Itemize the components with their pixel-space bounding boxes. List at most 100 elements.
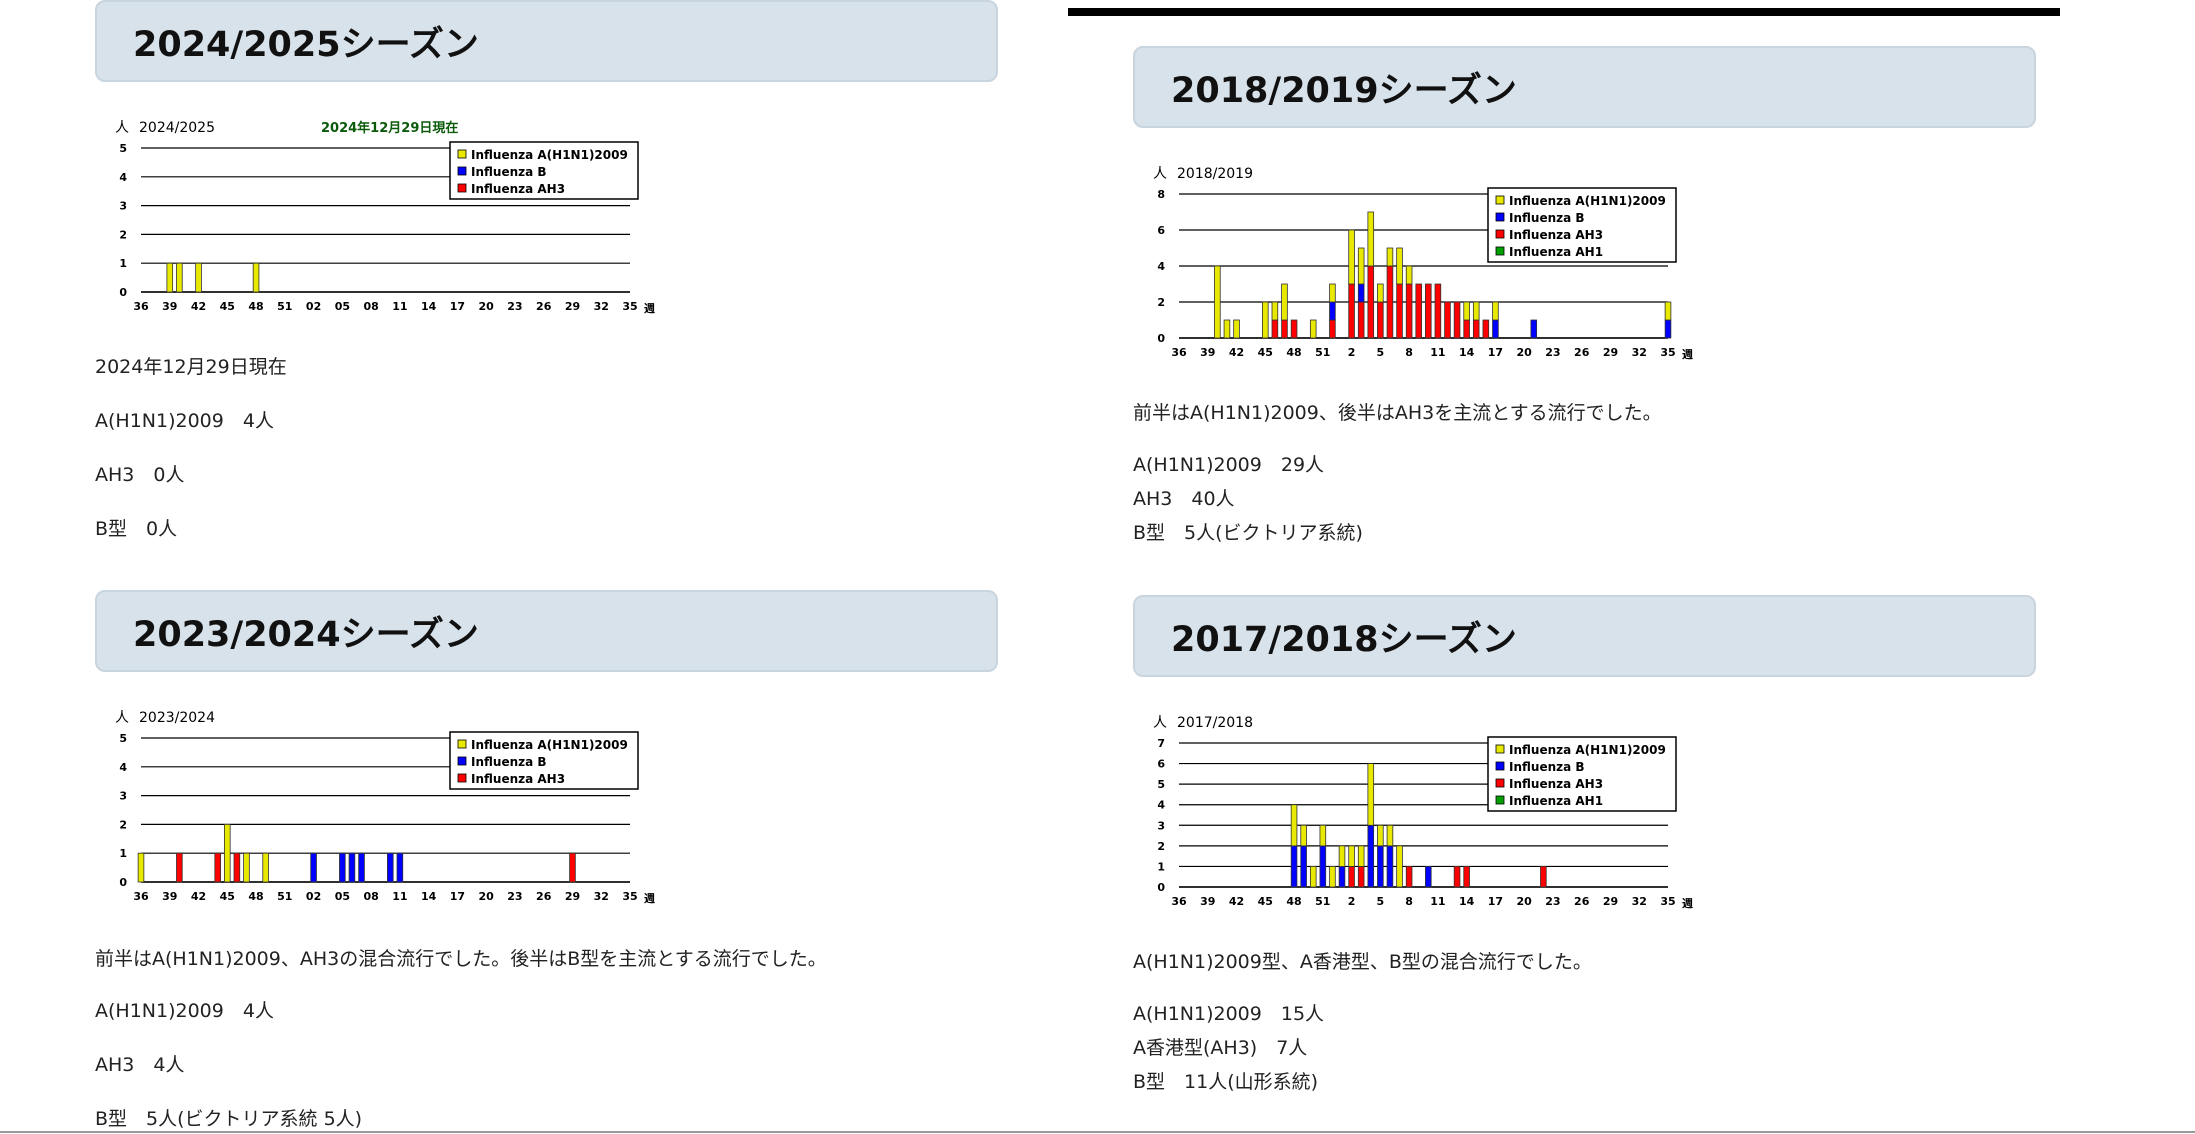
- x-tick-label: 14: [421, 300, 437, 313]
- bar: [224, 824, 231, 883]
- bar: [1357, 283, 1365, 303]
- bar: [1319, 824, 1327, 847]
- chart-2017-2018: 人 2017/2018 0 1 2 3 4 5 6 7 36 39 42 45 48 51 2 5 8 11 14 17 2…: [1133, 707, 1773, 927]
- bar: [1309, 319, 1317, 339]
- y-axis-label: 人: [1153, 715, 1167, 731]
- x-tick-label: 02: [306, 890, 321, 903]
- bar: [1271, 319, 1279, 339]
- legend-swatch: [1495, 212, 1505, 222]
- bar: [1367, 763, 1375, 826]
- y-tick-label: 2: [1157, 296, 1165, 309]
- x-tick-label: 48: [248, 300, 263, 313]
- bar: [1405, 283, 1413, 339]
- season-title: 2018/2019シーズン: [1171, 70, 1517, 111]
- bar: [1357, 301, 1365, 339]
- season-title: 2017/2018シーズン: [1171, 619, 1517, 660]
- chart-title: 2018/2019: [1177, 166, 1253, 182]
- x-tick-label: 23: [1545, 895, 1560, 908]
- legend-entry: Influenza A(H1N1)2009: [1509, 194, 1666, 208]
- x-tick-label: 2: [1348, 346, 1356, 359]
- x-tick-label: 48: [1286, 895, 1301, 908]
- y-tick-label: 5: [119, 142, 127, 155]
- bar: [1290, 319, 1298, 339]
- legend-swatch: [1495, 761, 1505, 771]
- count-h1n1: A(H1N1)2009 15人: [1133, 1003, 1325, 1025]
- bar: [243, 852, 250, 883]
- season-note: 2024年12月29日現在: [95, 356, 287, 378]
- bar: [1405, 265, 1413, 285]
- x-tick-label: 23: [1545, 346, 1560, 359]
- x-tick-label: 26: [1574, 346, 1590, 359]
- legend-swatch: [457, 166, 467, 176]
- bar: [166, 262, 174, 293]
- bar: [1377, 824, 1384, 847]
- x-tick-label: 32: [594, 890, 609, 903]
- bar: [1348, 229, 1355, 285]
- legend-swatch: [457, 773, 467, 783]
- y-tick-label: 5: [1157, 778, 1165, 791]
- x-tick-label: 42: [1229, 895, 1244, 908]
- bar: [1300, 845, 1307, 888]
- x-axis-label: 週: [1682, 896, 1693, 910]
- bar: [1357, 247, 1365, 285]
- bar: [1444, 301, 1451, 339]
- bar: [1338, 845, 1346, 867]
- y-tick-label: 1: [1157, 860, 1165, 873]
- bar: [396, 852, 404, 883]
- bar: [1319, 845, 1327, 888]
- x-tick-label: 32: [1632, 895, 1647, 908]
- x-tick-label: 11: [392, 890, 407, 903]
- legend-swatch: [457, 149, 467, 159]
- bar: [348, 852, 356, 883]
- chart-2023-2024: 人 2023/2024 0 1 2 3 4 5 36 39 42 45 48 51 02 05 08 11 14 17…: [95, 702, 735, 922]
- x-tick-label: 48: [1286, 346, 1301, 359]
- bar: [1664, 319, 1672, 339]
- bar: [1348, 283, 1355, 339]
- legend-swatch: [457, 739, 467, 749]
- y-tick-label: 4: [119, 761, 127, 774]
- x-tick-label: 17: [1488, 346, 1503, 359]
- x-tick-label: 51: [277, 300, 292, 313]
- bar: [1367, 211, 1375, 267]
- y-tick-label: 6: [1157, 224, 1165, 237]
- season-2018-2019: 2018/2019シーズン 人 2018/2019 0 2 4 6 8 36 39 42 45 48 5…: [1133, 46, 2036, 556]
- bar: [1482, 319, 1490, 339]
- count-h1n1: A(H1N1)2009 29人: [1133, 454, 1325, 476]
- y-tick-label: 3: [1157, 819, 1165, 832]
- season-heading: 2024/2025シーズン: [95, 0, 998, 82]
- bar: [1329, 319, 1336, 339]
- bar: [176, 852, 183, 883]
- chart-2018-2019: 人 2018/2019 0 2 4 6 8 36 39 42 45 48 51 2 5 8 11 14 17 20 23…: [1133, 158, 1773, 378]
- bar: [569, 852, 576, 883]
- bar: [1329, 866, 1336, 888]
- season-2024-2025: 2024/2025シーズン 人 2024/2025 2024年12月29日現在 0 1 2…: [95, 0, 998, 560]
- bar: [1415, 283, 1422, 339]
- bar: [1377, 283, 1384, 303]
- x-tick-label: 17: [450, 890, 465, 903]
- bar: [1290, 845, 1298, 888]
- y-axis-label: 人: [115, 710, 129, 726]
- y-tick-label: 1: [119, 847, 127, 860]
- bar: [214, 852, 221, 883]
- x-tick-label: 45: [1258, 346, 1273, 359]
- bar: [1281, 283, 1288, 321]
- x-tick-label: 14: [421, 890, 437, 903]
- x-tick-label: 26: [536, 890, 552, 903]
- bar: [1463, 319, 1470, 339]
- legend-swatch: [1495, 229, 1505, 239]
- x-tick-label: 14: [1459, 346, 1475, 359]
- count-h1n1: A(H1N1)2009 4人: [95, 410, 274, 432]
- count-b: B型 11人(山形系統): [1133, 1071, 1319, 1093]
- legend-entry: Influenza AH3: [471, 182, 565, 196]
- y-tick-label: 8: [1157, 188, 1165, 201]
- bar: [1377, 845, 1384, 888]
- legend-swatch: [1495, 778, 1505, 788]
- x-tick-label: 29: [1603, 895, 1618, 908]
- x-tick-label: 36: [1171, 346, 1187, 359]
- bar: [1405, 866, 1413, 888]
- legend-entry: Influenza B: [471, 165, 547, 179]
- x-tick-label: 11: [392, 300, 407, 313]
- bar: [1664, 301, 1672, 321]
